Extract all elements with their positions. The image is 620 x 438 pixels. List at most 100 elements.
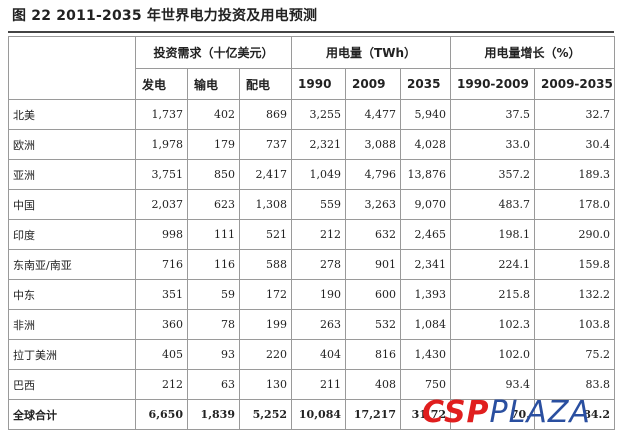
region-cell: 巴西 (8, 369, 136, 400)
value-cell: 588 (238, 249, 293, 280)
value-cell: 32.7 (534, 99, 616, 130)
table-row: 北美 1,737 402 869 3,255 4,477 5,940 37.5 32.7 (8, 99, 616, 130)
table-row: 巴西 212 63 130 211 408 750 93.4 83.8 (8, 369, 616, 400)
value-cell: 4,477 (345, 99, 402, 130)
table-row: 中国 2,037 623 1,308 559 3,263 9,070 483.7 178.0 (8, 189, 616, 220)
value-cell: 623 (187, 189, 240, 220)
value-cell: 93.4 (450, 369, 536, 400)
value-cell: 360 (135, 309, 188, 340)
value-cell: 10,084 (291, 399, 347, 430)
region-cell: 欧洲 (8, 129, 136, 160)
value-cell: 278 (291, 249, 347, 280)
value-cell: 220 (238, 339, 293, 370)
header-2009: 2009 (345, 68, 402, 100)
region-cell: 全球合计 (8, 399, 136, 430)
value-cell: 5,940 (400, 99, 452, 130)
table-row: 欧洲 1,978 179 737 2,321 3,088 4,028 33.0 30.4 (8, 129, 616, 160)
value-cell: 130 (238, 369, 293, 400)
value-cell: 70. (450, 399, 536, 430)
value-cell: 179 (187, 129, 240, 160)
header-transmission: 输电 (187, 68, 240, 100)
table-row: 中东 351 59 172 190 600 1,393 215.8 132.2 (8, 279, 616, 310)
value-cell: 750 (400, 369, 452, 400)
value-cell: 2,341 (400, 249, 452, 280)
figure-title: 图 22 2011-2035 年世界电力投资及用电预测 (12, 8, 318, 24)
header-sub-row: 发电 输电 配电 1990 2009 2035 1990-2009 2009-2… (9, 68, 616, 100)
value-cell: 6,650 (135, 399, 188, 430)
value-cell: 632 (345, 219, 402, 250)
value-cell: 1,308 (238, 189, 293, 220)
header-distribution: 配电 (238, 68, 293, 100)
value-cell: 3,263 (345, 189, 402, 220)
value-cell: 103.8 (534, 309, 616, 340)
header-growth: 用电量增长（%） (450, 36, 616, 69)
value-cell: 59 (187, 279, 240, 310)
header-2035: 2035 (400, 68, 452, 100)
value-cell: 211 (291, 369, 347, 400)
value-cell: 93 (187, 339, 240, 370)
header-group-row: 投资需求（十亿美元） 用电量（TWh） 用电量增长（%） (8, 36, 616, 100)
value-cell: 83.8 (534, 369, 616, 400)
value-cell: 1,084 (400, 309, 452, 340)
value-cell: 30.4 (534, 129, 616, 160)
watermark-plaza: PLAZA (489, 395, 591, 430)
value-cell: 189.3 (534, 159, 616, 190)
value-cell: 75.2 (534, 339, 616, 370)
value-cell: 1,839 (187, 399, 240, 430)
value-cell: 404 (291, 339, 347, 370)
value-cell: 3,751 (135, 159, 188, 190)
value-cell: 31,72 (400, 399, 452, 430)
watermark-logo: CSPPLAZA (422, 394, 612, 432)
region-cell: 中国 (8, 189, 136, 220)
header-growth-2009-2035: 2009-2035 (534, 68, 616, 100)
value-cell: 559 (291, 189, 347, 220)
value-cell: 1,393 (400, 279, 452, 310)
value-cell: 17,217 (345, 399, 402, 430)
value-cell: 408 (345, 369, 402, 400)
value-cell: 532 (345, 309, 402, 340)
value-cell: 78 (187, 309, 240, 340)
value-cell: 116 (187, 249, 240, 280)
value-cell: 63 (187, 369, 240, 400)
value-cell: 212 (135, 369, 188, 400)
value-cell: 901 (345, 249, 402, 280)
value-cell: 357.2 (450, 159, 536, 190)
table-row: 拉丁美洲 405 93 220 404 816 1,430 102.0 75.2 (8, 339, 616, 370)
value-cell: 4,028 (400, 129, 452, 160)
value-cell: 199 (238, 309, 293, 340)
value-cell: 998 (135, 219, 188, 250)
table-body: 北美 1,737 402 869 3,255 4,477 5,940 37.5 32.7 欧洲 1,… (8, 99, 616, 430)
value-cell: 102.3 (450, 309, 536, 340)
value-cell: 521 (238, 219, 293, 250)
header-consumption: 用电量（TWh） (291, 36, 452, 69)
value-cell: 816 (345, 339, 402, 370)
value-cell: 33.0 (450, 129, 536, 160)
value-cell: 2,465 (400, 219, 452, 250)
value-cell: 37.5 (450, 99, 536, 130)
region-cell: 印度 (8, 219, 136, 250)
region-cell: 拉丁美洲 (8, 339, 136, 370)
table-row: 东南亚/南亚 716 116 588 278 901 2,341 224.1 159.8 (8, 249, 616, 280)
power-investment-table: 投资需求（十亿美元） 用电量（TWh） 用电量增长（%） 发电 输电 配电 19… (8, 36, 616, 430)
title-rule (8, 31, 614, 33)
value-cell: 3,255 (291, 99, 347, 130)
value-cell: 13,876 (400, 159, 452, 190)
value-cell: 4,796 (345, 159, 402, 190)
value-cell: 212 (291, 219, 347, 250)
value-cell: 178.0 (534, 189, 616, 220)
header-corner-cell (8, 36, 136, 100)
region-cell: 北美 (8, 99, 136, 130)
value-cell: 172 (238, 279, 293, 310)
value-cell: 1,049 (291, 159, 347, 190)
value-cell: 290.0 (534, 219, 616, 250)
value-cell: 198.1 (450, 219, 536, 250)
value-cell: 869 (238, 99, 293, 130)
value-cell: 9,070 (400, 189, 452, 220)
value-cell: 132.2 (534, 279, 616, 310)
value-cell: 1,978 (135, 129, 188, 160)
value-cell: 850 (187, 159, 240, 190)
region-cell: 中东 (8, 279, 136, 310)
table-row: 非洲 360 78 199 263 532 1,084 102.3 103.8 (8, 309, 616, 340)
value-cell: 102.0 (450, 339, 536, 370)
watermark-csp: CSP (422, 395, 490, 430)
